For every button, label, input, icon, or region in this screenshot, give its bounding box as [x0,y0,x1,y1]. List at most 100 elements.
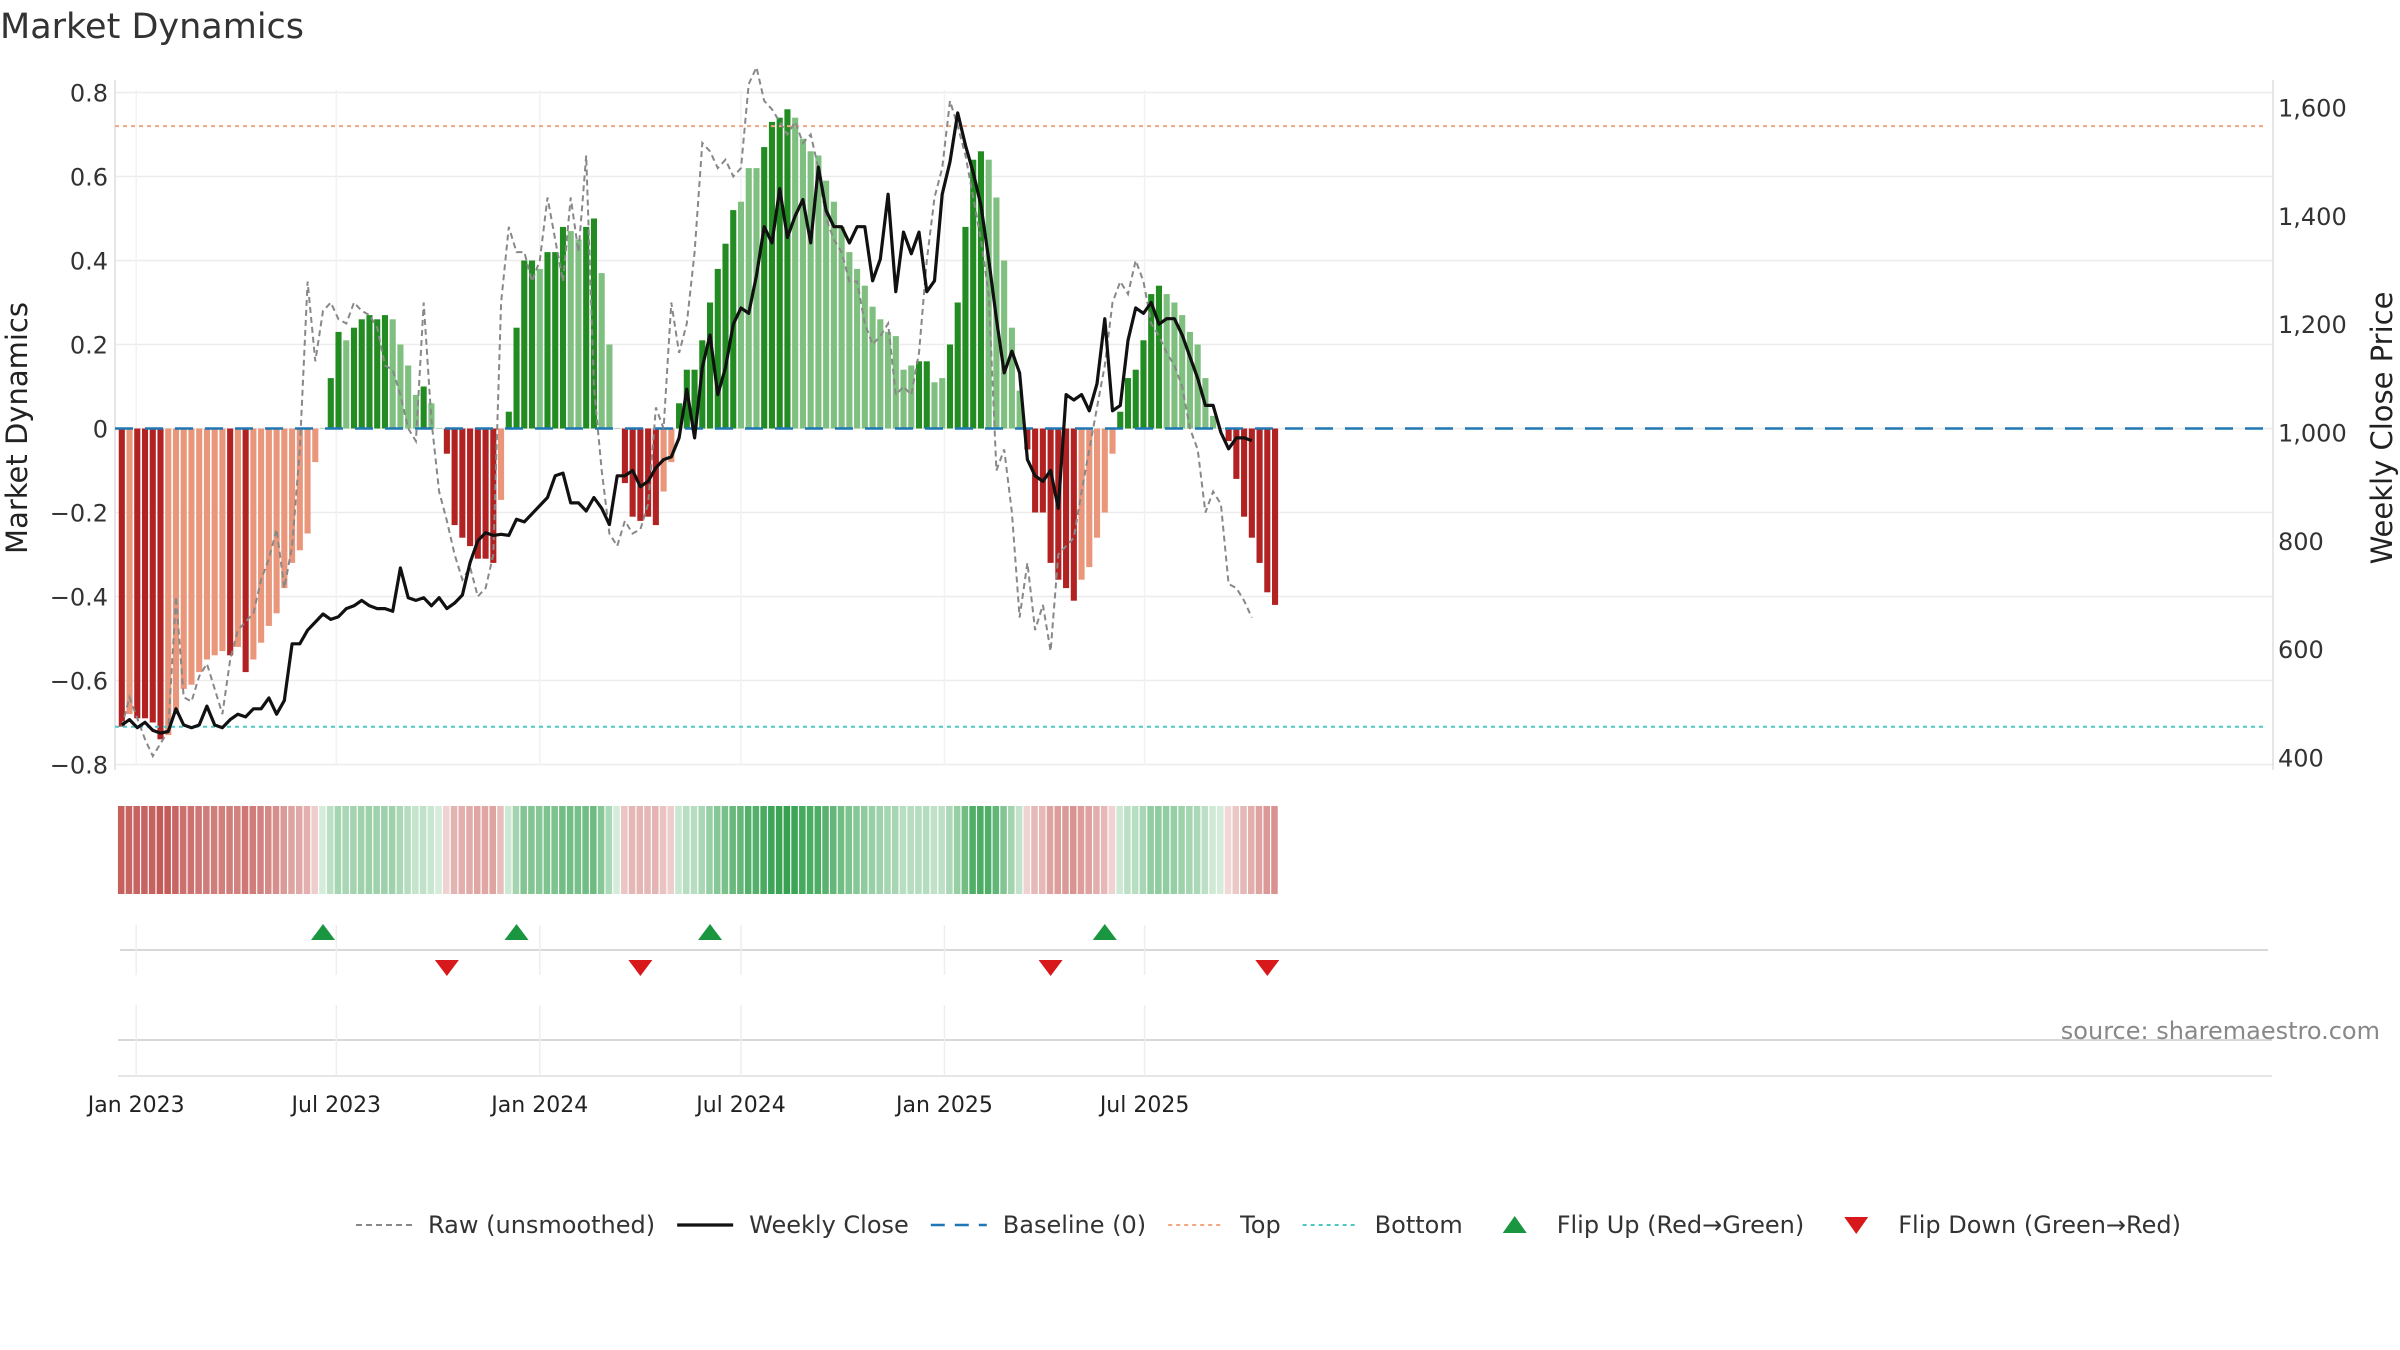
strip-cell [1139,806,1147,894]
strip-cell [404,806,411,894]
dynamics-bar [1124,378,1132,429]
dynamics-bar [784,109,791,429]
strip-cell [915,806,922,894]
x-axis: Jan 2023 Jul 2023 Jan 2024 Jul 2024 Jan 2025… [86,1093,1190,1118]
dynamics-bar [823,180,830,429]
flip-markers-panel [120,924,2268,976]
strip-cell [737,806,744,894]
y-tick-label: −0.6 [50,668,108,696]
strip-cell [930,806,938,894]
dynamics-bar [149,428,156,723]
legend-label: Baseline (0) [1003,1211,1146,1239]
y-tick-label: −0.8 [50,752,108,780]
strip-cell [845,806,853,894]
flip-up-marker [698,924,723,940]
dynamics-bar [505,411,512,429]
dynamics-bar [219,428,226,652]
dynamics-bar [768,121,776,429]
dynamics-bar [1148,294,1155,429]
dynamics-bar [467,428,474,547]
strip-cell [783,806,791,894]
strip-cell [481,806,489,894]
legend-swatch [1502,1216,1527,1233]
strip-cell [768,806,775,894]
strip-cell [427,806,435,894]
strip-cell [1147,806,1154,894]
strip-cell [234,806,241,894]
strip-cell [590,806,597,894]
y-tick-label: 0.2 [70,332,108,360]
dynamics-bar [312,428,319,463]
strip-cell [1217,806,1224,894]
chart-title: Market Dynamics [0,7,304,47]
strip-cell [272,806,280,894]
flip-down-marker [1038,960,1063,976]
bars-group [118,109,1279,740]
dynamics-bar [157,428,164,740]
strip-cell [1093,806,1100,894]
legend-label: Flip Up (Red→Green) [1557,1211,1805,1239]
dynamics-bar [753,168,760,429]
grid-lines [114,80,2274,770]
dynamics-bar [861,285,868,429]
flip-down-marker [1255,960,1280,976]
y-tick-label: 0.4 [70,248,108,276]
strip-cell [597,806,605,894]
strip-cell [458,806,466,894]
strip-cell [148,806,156,894]
legend-item-close: Weekly Close [677,1211,909,1239]
strip-cell [1069,806,1077,894]
dynamics-bar [118,428,125,727]
strip-cell [1271,806,1278,894]
dynamics-bar [1039,428,1046,513]
dynamics-bar [350,327,358,429]
strip-cell [1077,806,1085,894]
y2-tick-label: 400 [2278,745,2324,773]
strip-cell [628,806,636,894]
dynamics-bar [923,361,930,429]
dynamics-bar [621,428,628,484]
dynamics-bar [474,428,481,559]
dynamics-bar [196,428,203,673]
strip-cell [435,806,442,894]
dynamics-bar [211,428,218,656]
dynamics-bar [815,155,822,429]
legend-item-top: Top [1168,1211,1281,1239]
strip-cell [1100,806,1108,894]
x-tick-label: Jan 2025 [894,1093,993,1118]
x-tick-label: Jul 2024 [694,1093,786,1118]
dynamics-bar [892,336,899,429]
dynamics-bar [1132,369,1139,429]
dynamics-bar [436,428,443,429]
y2-tick-label: 800 [2278,528,2324,556]
dynamics-bar [1086,428,1093,568]
dynamics-bar [343,340,350,429]
dynamics-bar [451,428,458,526]
dynamics-bar [296,428,303,551]
y2-tick-label: 1,400 [2278,203,2347,231]
right-y-axis: 1,600 1,400 1,200 1,000 800 600 400 [2278,94,2347,772]
dynamics-bar [227,428,234,656]
strip-cell [381,806,388,894]
dynamics-bar [412,394,419,429]
strip-cell [651,806,659,894]
dynamics-bar [141,428,149,719]
dynamics-bar [915,361,923,429]
strip-cell [884,806,891,894]
strip-cell [706,806,713,894]
dynamics-bar [1001,260,1008,429]
strip-cell [226,806,233,894]
dynamics-bar [319,428,327,429]
strip-cell [922,806,930,894]
dynamics-bar [172,428,180,715]
dynamics-bar [1225,428,1232,442]
regime-strip [117,806,1278,894]
y-tick-label: −0.2 [50,500,108,528]
strip-cell [1038,806,1046,894]
dynamics-bar [1186,331,1193,429]
y-axis-label: Market Dynamics [0,302,34,554]
y-tick-label: 0.6 [70,164,108,192]
strip-cell [559,806,566,894]
dynamics-bar [846,252,853,429]
